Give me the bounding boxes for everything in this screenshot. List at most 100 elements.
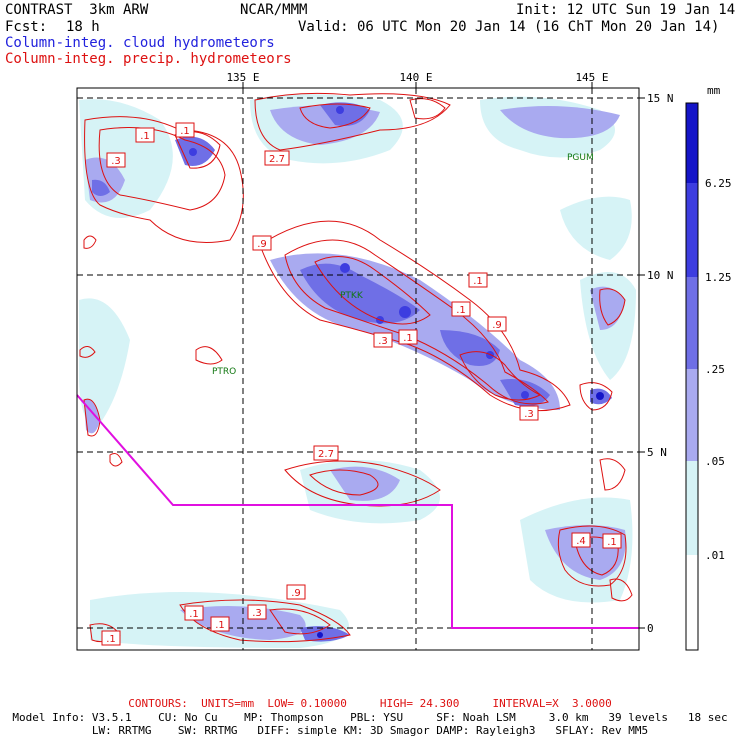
cloud-core (336, 106, 344, 114)
colorbar-unit: mm (707, 84, 721, 97)
contour-label: .1 (607, 537, 617, 548)
cloud-core (317, 632, 323, 638)
contour-label: .1 (180, 126, 190, 137)
cloud-area (330, 466, 400, 501)
precip-contour (284, 239, 549, 405)
precip-contour (259, 220, 571, 412)
forecast-map: 135 E 140 E 145 E 15 N 10 N 5 N 0 PGUM P… (76, 71, 732, 651)
cloud-core (399, 306, 411, 318)
contour-label-box (135, 127, 155, 143)
cloud-core (92, 179, 110, 196)
contour-label: .9 (291, 588, 301, 599)
lat-lon-grid (77, 88, 639, 650)
contour-label: 2.7 (318, 449, 334, 460)
contour-label: .9 (492, 320, 502, 331)
precip-contour (299, 103, 371, 129)
lat-label-15n: 15 N (647, 92, 674, 105)
lon-label-140: 140 E (399, 71, 432, 84)
precip-contour (599, 288, 626, 326)
cloud-area (500, 106, 620, 139)
flight-boundary-line (76, 394, 639, 629)
contour-label: .1 (215, 620, 225, 631)
contour-label: 2.7 (269, 154, 285, 165)
precip-contour (309, 469, 379, 496)
contour-label: .3 (252, 608, 262, 619)
contour-label-box (106, 152, 126, 168)
precip-contour (284, 460, 441, 507)
contour-label-box (602, 533, 622, 549)
precip-contour (254, 92, 451, 151)
contour-label-box (519, 405, 539, 421)
contours-info: CONTOURS: UNITS=mm LOW= 0.10000 HIGH= 24… (128, 697, 612, 710)
colorbar-swatch (686, 277, 698, 369)
precip-contour (269, 608, 331, 635)
precip-contour (459, 351, 542, 401)
model-title: CONTRAST 3km ARW (5, 2, 149, 18)
colorbar-swatch (686, 555, 698, 650)
contour-label: .3 (524, 409, 534, 420)
contour-label-box (101, 630, 121, 646)
forecast-label: Fcst: (5, 19, 48, 35)
init-time: Init: 12 UTC Sun 19 Jan 14 (516, 2, 736, 18)
precip-contour (98, 127, 226, 211)
valid-time: Valid: 06 UTC Mon 20 Jan 14 (16 ChT Mon … (298, 19, 720, 35)
precip-contours (79, 92, 633, 643)
cloud-core (596, 392, 604, 400)
precip-contour (195, 346, 223, 365)
station-pgum: PGUM (567, 153, 594, 163)
cloud-core (189, 148, 197, 156)
contour-label: .1 (403, 333, 413, 344)
precip-contour (599, 458, 626, 491)
colorbar-swatch (686, 183, 698, 277)
lon-label-135: 135 E (226, 71, 259, 84)
contour-label: .3 (111, 156, 121, 167)
colorbar-level: .05 (705, 455, 725, 468)
precip-contour (609, 578, 633, 602)
lon-label-145: 145 E (575, 71, 608, 84)
precip-contour (557, 525, 627, 587)
ticks (242, 82, 645, 629)
contour-label-box (286, 584, 306, 600)
precip-contour (409, 98, 446, 120)
contour-label-box (264, 150, 290, 166)
precip-contour (109, 453, 123, 467)
precip-contour (574, 536, 619, 576)
contour-label-box (210, 616, 230, 632)
contour-label-box (175, 122, 195, 138)
colorbar-level: 6.25 (705, 177, 732, 190)
map-frame (76, 87, 640, 651)
contour-label-box (451, 301, 471, 317)
cloud-core (300, 626, 350, 642)
precip-contour (314, 256, 431, 325)
station-ptro: PTRO (212, 367, 236, 377)
contour-label-box (252, 235, 272, 251)
contour-label: .1 (140, 131, 150, 142)
model-info: Model Info: V3.5.1 CU: No Cu MP: Thompso… (12, 711, 728, 724)
precip-contour (579, 382, 613, 411)
contour-label-box (184, 605, 204, 621)
contour-label-box (373, 332, 393, 348)
legend-precip-hydrometeors: Column-integ. precip. hydrometeors (5, 51, 292, 67)
colorbar: mm 6.25 1.25 .25 .05 .01 (685, 84, 732, 651)
contour-label-box (571, 532, 591, 548)
physics-info: LW: RRTMG SW: RRTMG DIFF: simple KM: 3D … (91, 724, 649, 737)
lat-label-10n: 10 N (647, 269, 674, 282)
colorbar-swatch (686, 369, 698, 461)
colorbar-level: .01 (705, 549, 725, 562)
cloud-core (521, 391, 529, 399)
forecast-hours: 18 h (66, 19, 100, 35)
lat-label-0: 0 (647, 622, 654, 635)
contour-label: .1 (189, 609, 199, 620)
contour-label-box (313, 445, 339, 461)
legend-cloud-hydrometeors: Column-integ. cloud hydrometeors (5, 35, 275, 51)
precip-contour (179, 599, 351, 643)
precip-contour (83, 235, 97, 249)
contour-label-box (398, 329, 418, 345)
colorbar-swatch (686, 103, 698, 183)
colorbar-level: 1.25 (705, 271, 732, 284)
cloud-core (440, 330, 500, 366)
colorbar-frame (685, 102, 699, 651)
cloud-core (340, 263, 350, 273)
contour-label: .1 (456, 305, 466, 316)
contour-labels: .1 .1 .3 2.7 .9 .1 .1 .9 .3 .1 .3 2.7 .4 .1 .9 .1 .1 .3 .1 (101, 122, 622, 646)
